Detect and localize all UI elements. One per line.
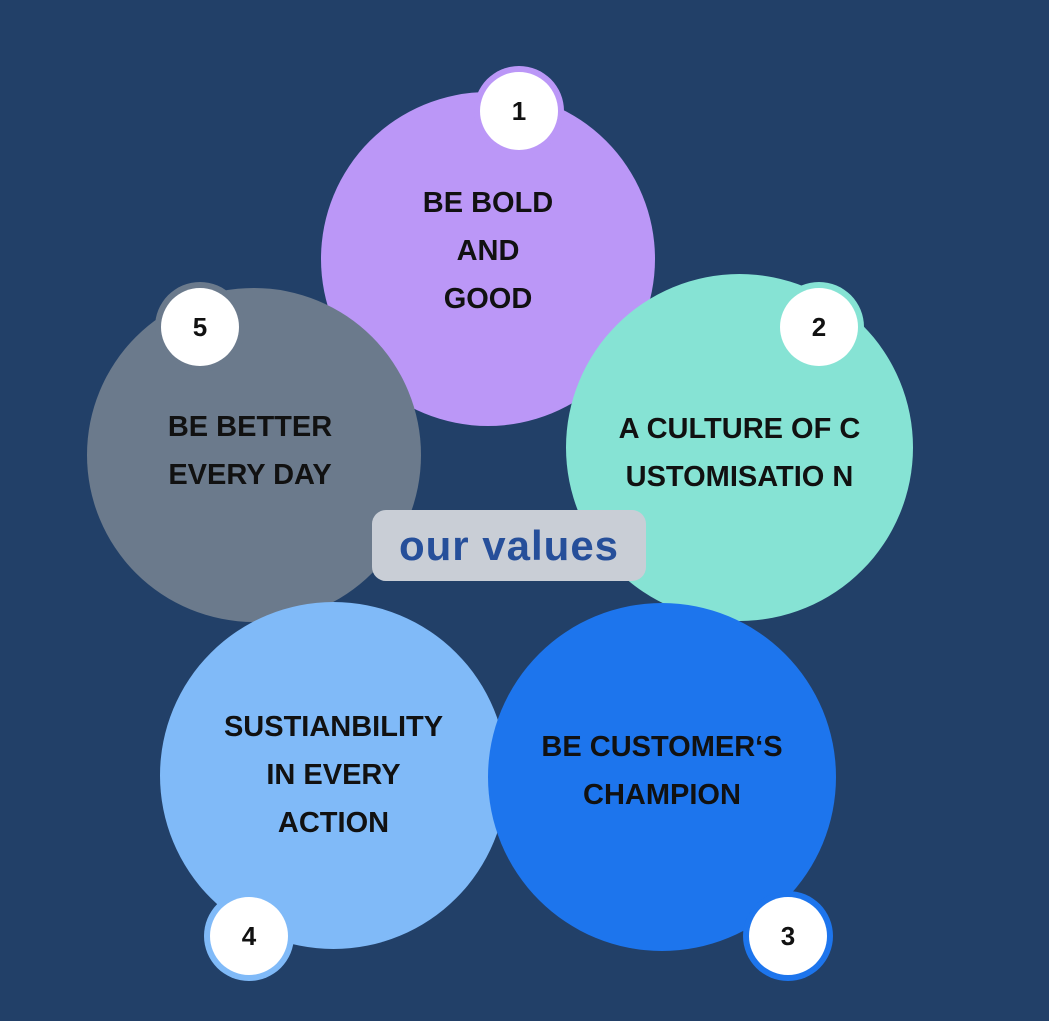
value-text-2: A CULTURE OF CUSTOMISATIO N — [618, 412, 861, 493]
number-badge-3: 3 — [743, 891, 833, 981]
value-text-5: BE BETTER EVERY DAY — [167, 411, 333, 491]
number-badge-4: 4 — [204, 891, 294, 981]
title-box: our values — [372, 510, 646, 581]
value-text-4: SUSTIANBILITY IN EVERY ACTION — [223, 710, 444, 839]
number-2: 2 — [780, 288, 858, 366]
number-badge-5: 5 — [155, 282, 245, 372]
number-5: 5 — [161, 288, 239, 366]
number-badge-1: 1 — [474, 66, 564, 156]
number-badge-2: 2 — [774, 282, 864, 372]
number-4: 4 — [210, 897, 288, 975]
value-circle-4: SUSTIANBILITY IN EVERY ACTION — [160, 602, 507, 949]
value-circle-5: BE BETTER EVERY DAY — [87, 288, 421, 622]
number-3: 3 — [749, 897, 827, 975]
number-1: 1 — [480, 72, 558, 150]
value-text-3: BE CUSTOMER‘S CHAMPION — [541, 731, 783, 811]
value-text-1: BE BOLD AND GOOD — [422, 187, 554, 315]
diagram-title: our values — [398, 521, 620, 569]
